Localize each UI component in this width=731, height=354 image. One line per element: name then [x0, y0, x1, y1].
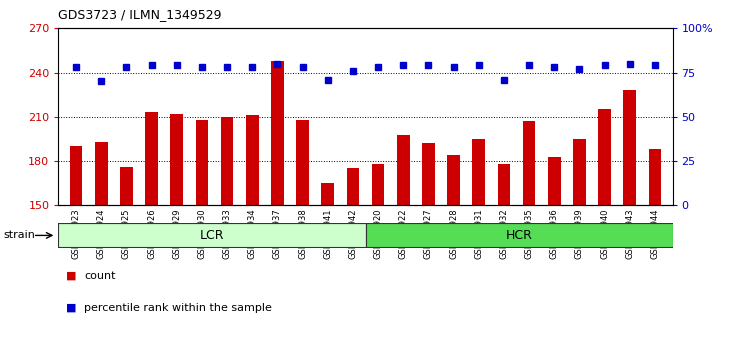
Bar — [69, 146, 83, 205]
Bar — [221, 117, 233, 205]
Bar — [145, 113, 158, 205]
Bar — [322, 183, 334, 205]
Bar — [271, 61, 284, 205]
Bar — [196, 120, 208, 205]
Text: HCR: HCR — [506, 229, 532, 242]
Bar — [397, 135, 409, 205]
Bar — [95, 142, 107, 205]
Bar — [296, 120, 309, 205]
Text: percentile rank within the sample: percentile rank within the sample — [84, 303, 272, 313]
Text: LCR: LCR — [200, 229, 224, 242]
Bar — [648, 149, 662, 205]
Bar — [498, 164, 510, 205]
Bar — [523, 121, 535, 205]
Text: ■: ■ — [66, 303, 76, 313]
Bar — [366, 223, 673, 248]
Bar — [548, 157, 561, 205]
Bar — [472, 139, 485, 205]
Text: ■: ■ — [66, 271, 76, 281]
Bar — [624, 90, 636, 205]
Bar — [447, 155, 460, 205]
Bar — [598, 109, 611, 205]
Bar — [120, 167, 133, 205]
Text: count: count — [84, 271, 115, 281]
Text: GDS3723 / ILMN_1349529: GDS3723 / ILMN_1349529 — [58, 8, 222, 21]
Bar — [58, 223, 366, 248]
Bar — [170, 114, 183, 205]
Bar — [246, 115, 259, 205]
Bar — [422, 143, 435, 205]
Bar — [346, 169, 359, 205]
Bar — [573, 139, 586, 205]
Text: strain: strain — [4, 230, 36, 240]
Bar — [372, 164, 385, 205]
